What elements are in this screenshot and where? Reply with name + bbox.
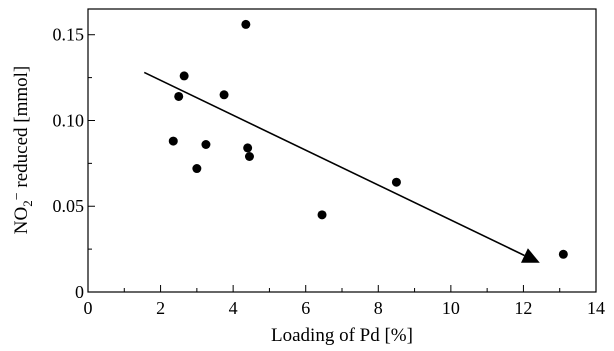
- y-axis-label-base: NO: [11, 207, 32, 234]
- y-tick-label: 0.10: [53, 110, 85, 130]
- data-point: [179, 71, 189, 81]
- y-tick-label: 0: [75, 282, 84, 302]
- y-axis-label-rest: reduced [mmol]: [11, 66, 32, 193]
- trend-arrow-head: [521, 248, 540, 263]
- data-point: [558, 249, 568, 259]
- y-axis-label: NO2− reduced [mmol]: [10, 66, 35, 234]
- y-axis-label-superscript: −: [10, 192, 25, 200]
- data-point: [201, 139, 211, 149]
- plot-area-frame: [87, 8, 597, 293]
- y-tick-label: 0.15: [53, 25, 85, 45]
- x-tick-label: 14: [587, 298, 605, 318]
- data-point: [168, 136, 178, 146]
- data-point: [174, 91, 184, 101]
- trend-arrow: [143, 71, 540, 263]
- x-tick-label: 4: [229, 298, 238, 318]
- y-tick-label: 0.05: [53, 196, 85, 216]
- data-point: [219, 90, 229, 100]
- x-tick-label: 0: [84, 298, 93, 318]
- data-point: [244, 152, 254, 162]
- x-tick-label: 2: [156, 298, 165, 318]
- x-tick-label: 10: [442, 298, 460, 318]
- axis-ticks: 0 2 4 6 8 10 12 14 0 0.05 0.10 0.15: [53, 25, 606, 318]
- data-point: [241, 19, 251, 29]
- x-axis-label: Loading of Pd [%]: [271, 325, 413, 346]
- trend-arrow-line: [143, 71, 525, 257]
- data-point: [391, 177, 401, 187]
- x-tick-label: 12: [514, 298, 532, 318]
- x-tick-label: 6: [301, 298, 310, 318]
- x-tick-label: 8: [374, 298, 383, 318]
- data-point: [243, 143, 253, 153]
- data-points: [168, 19, 568, 259]
- data-point: [192, 164, 202, 174]
- y-axis-label-subscript: 2: [20, 200, 35, 207]
- data-point: [317, 210, 327, 220]
